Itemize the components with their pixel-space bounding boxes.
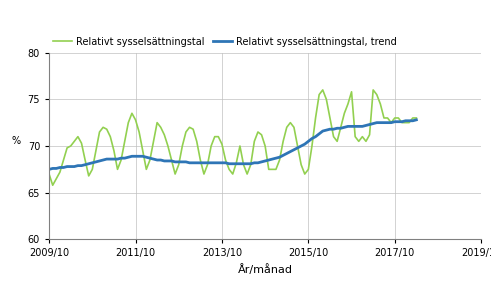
Line: Relativt sysselsättningstal, trend: Relativt sysselsättningstal, trend [49,120,416,169]
Relativt sysselsättningstal, trend [388,121,394,124]
Relativt sysselsättningstal [320,88,326,92]
Relativt sysselsättningstal [50,183,55,187]
Relativt sysselsättningstal, trend [378,121,383,124]
Relativt sysselsättningstal [395,116,401,120]
Relativt sysselsättningstal, trend [147,157,153,160]
Relativt sysselsättningstal [151,140,157,143]
Relativt sysselsättningstal, trend [381,121,387,124]
Relativt sysselsättningstal, trend [46,168,52,171]
Relativt sysselsättningstal, trend [370,122,376,125]
Legend: Relativt sysselsättningstal, Relativt sysselsättningstal, trend: Relativt sysselsättningstal, Relativt sy… [49,33,401,51]
X-axis label: År/månad: År/månad [238,264,293,275]
Relativt sysselsättningstal [262,144,268,148]
Y-axis label: %: % [12,136,21,146]
Relativt sysselsättningstal [378,102,383,106]
Relativt sysselsättningstal [46,172,52,176]
Relativt sysselsättningstal, trend [413,118,419,121]
Relativt sysselsättningstal, trend [259,160,265,164]
Line: Relativt sysselsättningstal: Relativt sysselsättningstal [49,90,416,185]
Relativt sysselsättningstal [413,116,419,120]
Relativt sysselsättningstal [388,121,394,124]
Relativt sysselsättningstal [384,116,390,120]
